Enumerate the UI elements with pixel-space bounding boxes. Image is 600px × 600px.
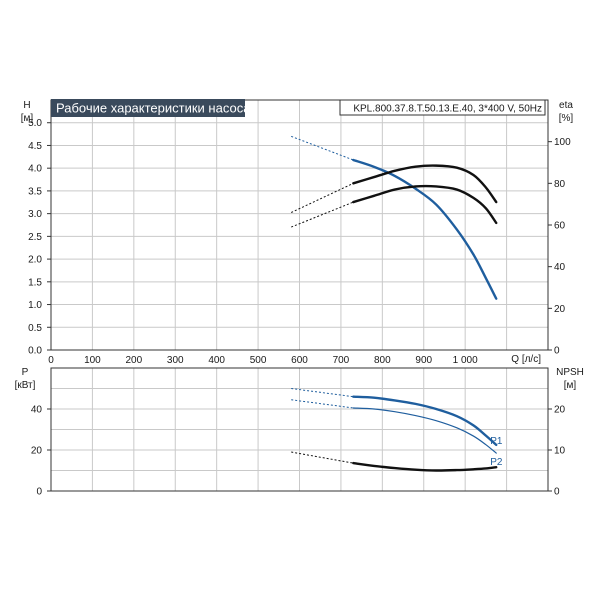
series-line — [352, 184, 498, 225]
y-left-tick-label: 3.0 — [28, 209, 42, 220]
top-tick-labels: 0.0 0.5 1.0 1.5 2.0 2.5 3.0 3.5 4.0 4.5 5.0 0 20 40 60… — [28, 118, 571, 366]
y-right-tick-label: 20 — [554, 405, 566, 416]
bottom-series-group: P1 P2 — [291, 388, 503, 472]
x-tick-label: 700 — [333, 355, 350, 366]
y-left-tick-label: 4.5 — [28, 141, 42, 152]
x-tick-label: 200 — [125, 355, 142, 366]
bottom-tick-labels: 0 20 40 0 10 20 — [31, 405, 566, 498]
series-extrapolation-line — [291, 182, 354, 213]
y-left-tick-label: 3.5 — [28, 186, 42, 197]
head-efficiency-chart: 0.0 0.5 1.0 1.5 2.0 2.5 3.0 3.5 4.0 4.5 5.0 0 20 40 60… — [21, 99, 574, 366]
y-left-tick-label: 1.5 — [28, 277, 42, 288]
x-tick-label: 900 — [415, 355, 432, 366]
series-label-p1: P1 — [490, 436, 503, 447]
y-left-tick-label: 5.0 — [28, 118, 42, 129]
x-tick-label: 500 — [250, 355, 267, 366]
series-extrapolation-line — [291, 135, 354, 161]
series-extrapolation-line — [291, 451, 354, 464]
series-line — [352, 158, 498, 300]
y-left-tick-label: 40 — [31, 405, 43, 416]
x-tick-label: 0 — [48, 355, 54, 366]
chart-title-box — [51, 99, 245, 117]
chart-title: Рабочие характеристики насоса — [56, 101, 251, 116]
series-extrapolation-line — [291, 399, 354, 409]
y-right-tick-label: 20 — [554, 304, 566, 315]
series-extrapolation-line — [291, 201, 354, 228]
x-axis-label: Q [л/с] — [511, 354, 541, 365]
top-series-group — [291, 135, 498, 300]
model-box — [339, 99, 546, 116]
y-left-unit-h: [м] — [21, 113, 34, 124]
series-label-p2: P2 — [490, 457, 503, 468]
series-line — [352, 164, 498, 204]
y-right-tick-label: 0 — [554, 346, 560, 357]
y-left-label-h: H — [23, 100, 30, 111]
y-left-tick-label: 2.5 — [28, 232, 42, 243]
y-left-tick-label: 2.0 — [28, 255, 42, 266]
y-left-tick-label: 0 — [36, 487, 42, 498]
series-line — [352, 461, 498, 472]
y-right-tick-label: 0 — [554, 487, 560, 498]
y-right-label-eta: eta — [559, 100, 573, 111]
y-left-tick-label: 20 — [31, 446, 43, 457]
power-npsh-chart: P1 P2 0 20 40 0 10 20 P [кВт] NPSH [м] — [15, 367, 584, 498]
y-right-tick-label: 60 — [554, 221, 566, 232]
x-tick-label: 800 — [374, 355, 391, 366]
y-left-label-p: P — [22, 367, 29, 378]
series-line-p1 — [352, 395, 498, 447]
top-grid — [51, 100, 548, 350]
y-right-tick-label: 80 — [554, 179, 566, 190]
y-left-tick-label: 1.0 — [28, 300, 42, 311]
bottom-plot-frame — [50, 367, 549, 492]
x-tick-label: 400 — [208, 355, 225, 366]
y-left-tick-label: 0.5 — [28, 323, 42, 334]
x-tick-label: 300 — [167, 355, 184, 366]
x-tick-label: 600 — [291, 355, 308, 366]
y-left-unit-p: [кВт] — [15, 380, 36, 391]
series-line-p2 — [352, 407, 497, 454]
model-label: KPL.800.37.8.T.50.13.E.40, 3*400 V, 50Hz — [353, 104, 542, 115]
x-tick-label: 1 000 — [453, 355, 478, 366]
y-left-tick-label: 4.0 — [28, 164, 42, 175]
y-right-tick-label: 10 — [554, 446, 566, 457]
y-right-label-npsh: NPSH — [556, 367, 584, 378]
y-right-unit-eta: [%] — [559, 113, 574, 124]
y-right-tick-label: 100 — [554, 137, 571, 148]
y-left-tick-label: 0.0 — [28, 346, 42, 357]
series-extrapolation-line — [291, 388, 354, 398]
y-right-unit-npsh: [м] — [564, 380, 577, 391]
y-right-tick-label: 40 — [554, 262, 566, 273]
x-tick-label: 100 — [84, 355, 101, 366]
